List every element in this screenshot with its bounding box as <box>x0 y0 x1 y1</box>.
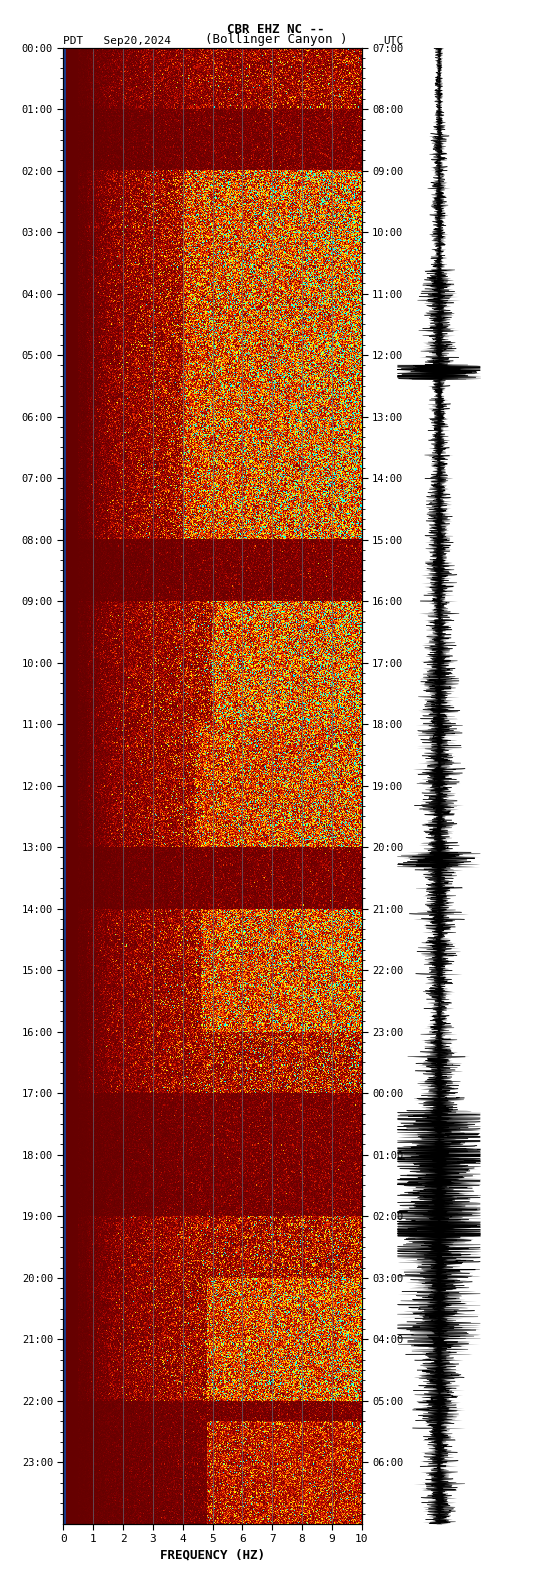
Bar <box>63 48 66 1524</box>
Text: CBR EHZ NC --: CBR EHZ NC -- <box>227 24 325 36</box>
Text: UTC: UTC <box>384 36 404 46</box>
Text: PDT   Sep20,2024: PDT Sep20,2024 <box>63 36 172 46</box>
Text: (Bollinger Canyon ): (Bollinger Canyon ) <box>205 33 347 46</box>
X-axis label: FREQUENCY (HZ): FREQUENCY (HZ) <box>160 1549 265 1562</box>
